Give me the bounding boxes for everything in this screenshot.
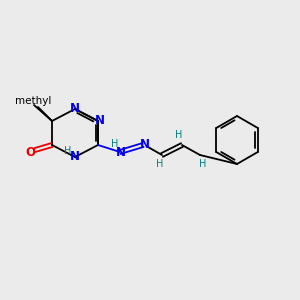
Text: H: H — [156, 159, 164, 169]
Text: N: N — [70, 151, 80, 164]
Text: H: H — [175, 130, 183, 140]
Text: H: H — [111, 139, 119, 149]
Text: N: N — [95, 115, 105, 128]
Text: N: N — [140, 137, 150, 151]
Text: N: N — [70, 101, 80, 115]
Text: H: H — [199, 159, 207, 169]
Text: H: H — [64, 146, 72, 156]
Text: methyl: methyl — [15, 96, 51, 106]
Text: N: N — [116, 146, 126, 160]
Text: O: O — [25, 146, 35, 158]
